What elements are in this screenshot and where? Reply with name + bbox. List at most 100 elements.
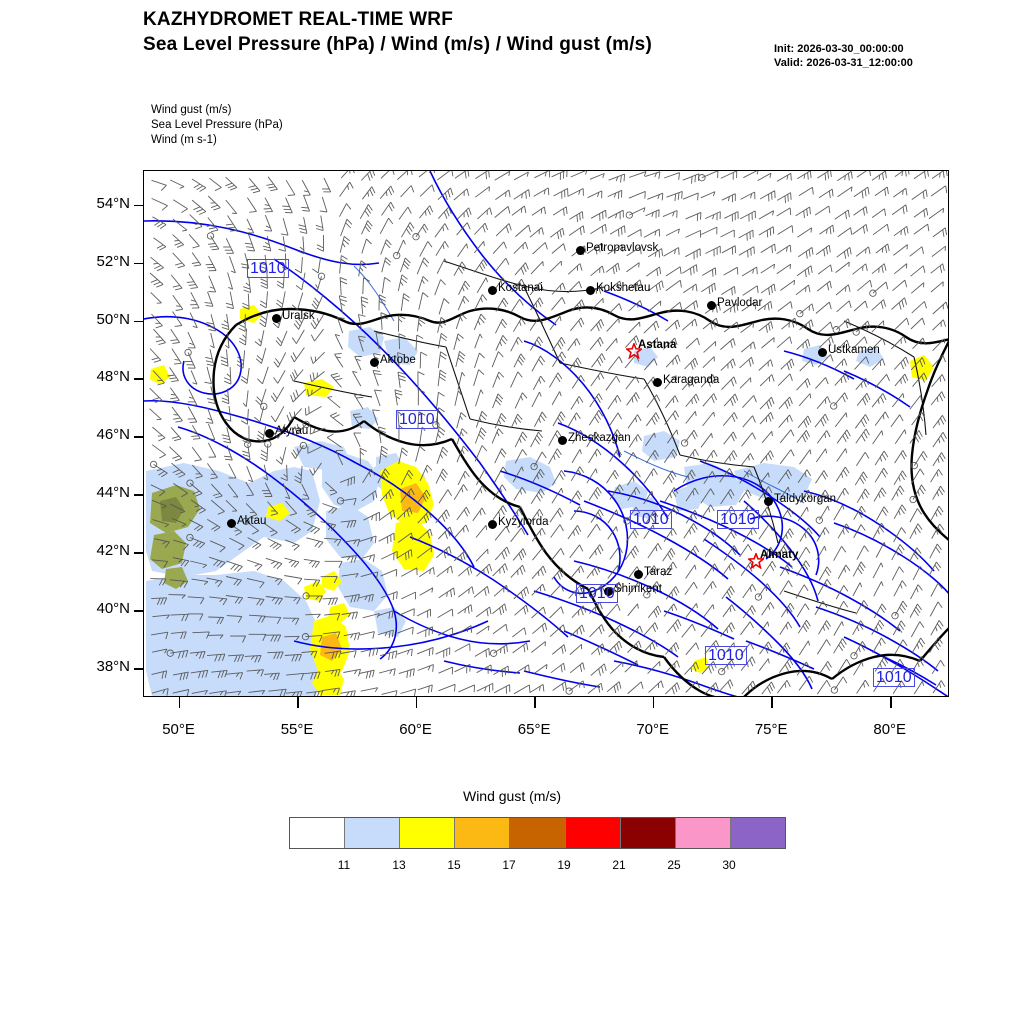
capital-star-icon (748, 553, 764, 569)
map-canvas (144, 171, 948, 696)
latitude-tick-label: 42°N (96, 542, 130, 560)
latitude-tick-mark (134, 552, 143, 554)
init-time-label: Init: 2026-03-30_00:00:00 (774, 43, 904, 55)
colorbar-tick-label: 17 (502, 858, 516, 872)
colorbar-band[interactable] (290, 818, 346, 848)
city-label: Kostanai (498, 282, 543, 294)
latitude-tick-label: 44°N (96, 484, 130, 502)
city-dot-icon (586, 286, 595, 295)
city-label: Almaty (760, 549, 799, 561)
isobar-value-label: 1010 (873, 668, 915, 687)
wind-barbs-layer (149, 171, 948, 696)
city-dot-icon (227, 519, 236, 528)
longitude-tick-label: 60°E (399, 721, 432, 738)
colorbar-tick-label: 19 (557, 858, 571, 872)
latitude-tick-mark (134, 204, 143, 207)
colorbar-band[interactable] (675, 818, 731, 848)
latitude-tick-mark (134, 320, 143, 323)
isobar-value-label: 1010 (705, 646, 747, 665)
isobar-value-label: 1010 (717, 510, 759, 529)
city-dot-icon (272, 314, 281, 323)
city-dot-icon (265, 429, 274, 438)
latitude-tick-label: 38°N (96, 658, 130, 676)
city-label: Atyrau (275, 425, 309, 437)
city-dot-icon (707, 301, 716, 310)
city-dot-icon (634, 570, 643, 579)
city-dot-icon (370, 358, 379, 367)
colorbar-band[interactable] (565, 818, 621, 848)
colorbar-title: Wind gust (m/s) (462, 788, 561, 804)
city-label: Ustkamen (828, 344, 880, 356)
isobar-value-label: 1010 (247, 259, 289, 278)
longitude-tick-label: 80°E (873, 721, 907, 738)
colorbar-band[interactable] (620, 818, 676, 848)
header-title-block: KAZHYDROMET REAL-TIME WRF Sea Level Pres… (143, 8, 652, 57)
city-dot-icon (604, 587, 613, 596)
city-label: Zheskazgan (568, 432, 631, 444)
city-label: Kyzylorda (498, 516, 549, 528)
colorbar-tick-label: 25 (667, 858, 681, 872)
city-dot-icon (764, 497, 773, 506)
field-legend-item-pressure: Sea Level Pressure (hPa) (151, 119, 283, 131)
isobar-value-label: 1010 (576, 584, 618, 603)
longitude-tick-mark (297, 697, 299, 708)
field-legend: Wind gust (m/s) Sea Level Pressure (hPa)… (151, 103, 283, 148)
longitude-tick-mark (415, 697, 418, 708)
latitude-tick-label: 50°N (96, 310, 130, 328)
longitude-tick-label: 55°E (280, 721, 314, 738)
city-dot-icon (488, 520, 497, 529)
colorbar-tick-label: 15 (447, 858, 461, 872)
colorbar-tick-label: 11 (337, 858, 351, 872)
latitude-tick-label: 54°N (96, 194, 130, 212)
longitude-tick-mark (771, 697, 773, 708)
city-label: Karaganda (663, 374, 720, 386)
latitude-tick-label: 48°N (96, 368, 130, 386)
city-dot-icon (576, 246, 585, 255)
city-label: Kokshetau (596, 282, 651, 294)
colorbar-tick-labels: 11 13 15 17 19 21 25 30 (289, 858, 784, 876)
longitude-tick-label: 70°E (636, 721, 670, 738)
longitude-tick-label: 65°E (517, 721, 551, 738)
city-label: Aktau (237, 515, 267, 527)
page-subtitle: Sea Level Pressure (hPa) / Wind (m/s) / … (143, 34, 652, 55)
gust-shading-olive (150, 485, 200, 589)
city-label: Taraz (644, 566, 673, 578)
city-label: Taldykorgan (774, 493, 837, 505)
map-plot-area[interactable]: Petropavlovsk Kostanai Kokshetau Pavlodar Ur… (143, 170, 949, 697)
latitude-tick-mark (134, 494, 143, 496)
latitude-tick-mark (134, 378, 143, 381)
latitude-tick-label: 46°N (96, 426, 130, 444)
colorbar-band[interactable] (510, 818, 566, 848)
colorbar-band[interactable] (345, 818, 401, 848)
city-dot-icon (488, 286, 497, 295)
gust-shading-lightblue (146, 327, 884, 696)
latitude-tick-label: 52°N (96, 252, 130, 270)
colorbar-band[interactable] (400, 818, 456, 848)
field-legend-item-wind: Wind (m s-1) (151, 134, 217, 146)
longitude-tick-mark (534, 697, 536, 708)
longitude-tick-mark (889, 697, 892, 708)
colorbar-tick-label: 30 (722, 858, 736, 872)
city-label: Shimkent (614, 583, 662, 595)
latitude-tick-mark (134, 262, 143, 265)
city-dot-icon (818, 348, 827, 357)
isobar-contours (144, 171, 948, 696)
city-label: Uralsk (282, 310, 315, 322)
city-dot-icon (558, 436, 567, 445)
capital-star-icon (626, 343, 642, 359)
colorbar-band[interactable] (730, 818, 785, 848)
isobar-value-label: 1010 (630, 510, 672, 529)
field-legend-item-gust: Wind gust (m/s) (151, 104, 232, 116)
wind-gust-colorbar[interactable] (289, 817, 786, 849)
colorbar-tick-label: 13 (392, 858, 406, 872)
city-label: Petropavlovsk (586, 242, 659, 254)
isobar-value-label: 1010 (396, 410, 438, 429)
longitude-tick-mark (178, 697, 181, 708)
city-label: Aktobe (380, 354, 416, 366)
colorbar-tick-label: 21 (612, 858, 626, 872)
city-dot-icon (653, 378, 662, 387)
latitude-tick-mark (134, 610, 143, 612)
longitude-tick-label: 75°E (754, 721, 788, 738)
forecast-timestamps: Init: 2026-03-30_00:00:00 Valid: 2026-03… (774, 42, 913, 70)
colorbar-band[interactable] (455, 818, 511, 848)
